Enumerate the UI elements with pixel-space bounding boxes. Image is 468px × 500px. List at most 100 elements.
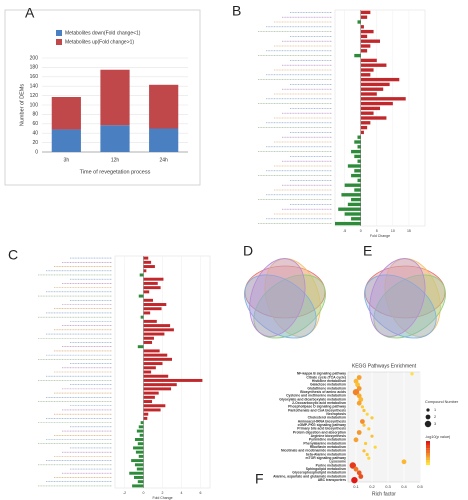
bar xyxy=(143,311,151,315)
pathway-label: Glyoxylate and dicarboxylate metabolism xyxy=(279,397,346,401)
venn-set xyxy=(364,274,437,339)
bar xyxy=(354,154,361,159)
bar xyxy=(357,145,361,149)
pathway-label: Lysosome xyxy=(329,460,346,464)
pathway-label: Sphingolipid metabolism xyxy=(306,467,346,471)
venn-set xyxy=(253,274,326,339)
bar xyxy=(143,370,152,374)
x-tick-label: 0.3 xyxy=(385,484,391,489)
x-tick-label: 0 xyxy=(143,491,145,495)
y-tick-label: 40 xyxy=(32,131,38,137)
bar xyxy=(143,298,153,302)
venn-set xyxy=(384,258,441,337)
y-axis-label: Number of DEMs xyxy=(19,84,25,126)
pathway-label: Arginine biosynthesis xyxy=(311,434,347,438)
bubble xyxy=(362,449,366,453)
color-legend-step xyxy=(426,453,430,456)
pathway-label: NF-kappa B signaling pathway xyxy=(297,372,346,376)
bar xyxy=(136,429,144,433)
bar xyxy=(143,303,167,306)
bubble xyxy=(352,388,360,396)
x-tick-label: -5 xyxy=(343,229,346,233)
pathway-label: Nicotinate and nicotinamide metabolism xyxy=(281,449,346,453)
panel-letter: B xyxy=(232,3,241,19)
bubble xyxy=(360,419,365,424)
y-tick-label: 180 xyxy=(30,65,39,71)
bar xyxy=(132,484,144,488)
bar-segment xyxy=(100,125,130,152)
x-tick-label: -2 xyxy=(123,491,126,495)
bar xyxy=(143,328,174,332)
bar xyxy=(140,315,144,319)
y-tick-label: 0 xyxy=(35,149,38,155)
x-tick-label: 10 xyxy=(391,229,395,233)
bubble xyxy=(353,378,359,384)
bar xyxy=(143,349,160,353)
color-legend-step xyxy=(426,462,430,466)
bar xyxy=(139,433,144,437)
y-tick-label: 100 xyxy=(30,102,39,108)
bar xyxy=(135,450,144,454)
bar xyxy=(138,425,144,429)
bar xyxy=(360,29,374,34)
bubble xyxy=(365,412,369,416)
x-tick-label: 0.5 xyxy=(417,484,423,489)
bar xyxy=(360,39,380,43)
bar xyxy=(360,125,368,130)
pathway-label: cGMP-PKG signaling pathway xyxy=(298,423,347,427)
pathway-label: beta-Alanine metabolism xyxy=(306,452,346,456)
panel-letter: C xyxy=(8,247,18,263)
bar xyxy=(134,475,144,479)
bubble xyxy=(370,434,374,438)
bar xyxy=(360,25,364,29)
bar xyxy=(360,82,390,87)
panel-letter: E xyxy=(363,243,372,259)
x-tick-label: 0 xyxy=(360,229,362,233)
bar xyxy=(347,202,361,207)
pathway-label: Alanine, aspartate and glutamate metabol… xyxy=(273,474,346,478)
bar xyxy=(351,197,361,202)
bar xyxy=(143,374,169,378)
bar xyxy=(360,97,406,101)
x-axis-label: Fold Change xyxy=(370,234,390,238)
bar xyxy=(143,332,165,336)
bar xyxy=(344,212,361,216)
pathway-label: mTOR signaling pathway xyxy=(306,456,347,460)
panel-letter: A xyxy=(25,5,35,21)
x-tick-label: 15 xyxy=(407,229,411,233)
bar xyxy=(143,362,163,366)
color-legend-step xyxy=(426,460,430,463)
bar xyxy=(360,44,371,48)
bar xyxy=(143,395,155,399)
bubble xyxy=(367,456,371,460)
bar xyxy=(131,459,144,463)
bar xyxy=(360,111,374,115)
bar xyxy=(143,256,149,260)
bar xyxy=(360,15,368,19)
bar xyxy=(143,408,161,412)
bubble xyxy=(349,462,356,469)
bar xyxy=(143,378,203,382)
venn-set xyxy=(249,258,306,337)
pathway-label: Purine metabolism xyxy=(316,463,346,467)
pathway-label: Phenylalanine metabolism xyxy=(303,441,346,445)
x-tick-label: 4 xyxy=(181,491,183,495)
bar xyxy=(134,463,144,467)
pathway-label: Phospholipase D signaling pathway xyxy=(288,405,346,409)
bar xyxy=(360,116,387,120)
bubble xyxy=(355,382,360,388)
bubble xyxy=(353,466,359,472)
bubble xyxy=(356,375,362,380)
pathway-label: Cysteine and methionine metabolism xyxy=(286,394,346,398)
bar xyxy=(354,140,361,144)
bubble xyxy=(356,393,362,399)
venn-set xyxy=(244,274,317,339)
bubble xyxy=(373,445,377,449)
bar xyxy=(134,438,144,441)
bar xyxy=(140,421,144,425)
x-tick-label: 0.4 xyxy=(401,484,407,489)
bar xyxy=(137,442,144,446)
bubble xyxy=(360,405,364,409)
bar xyxy=(143,366,156,370)
y-tick-label: 140 xyxy=(30,84,39,90)
